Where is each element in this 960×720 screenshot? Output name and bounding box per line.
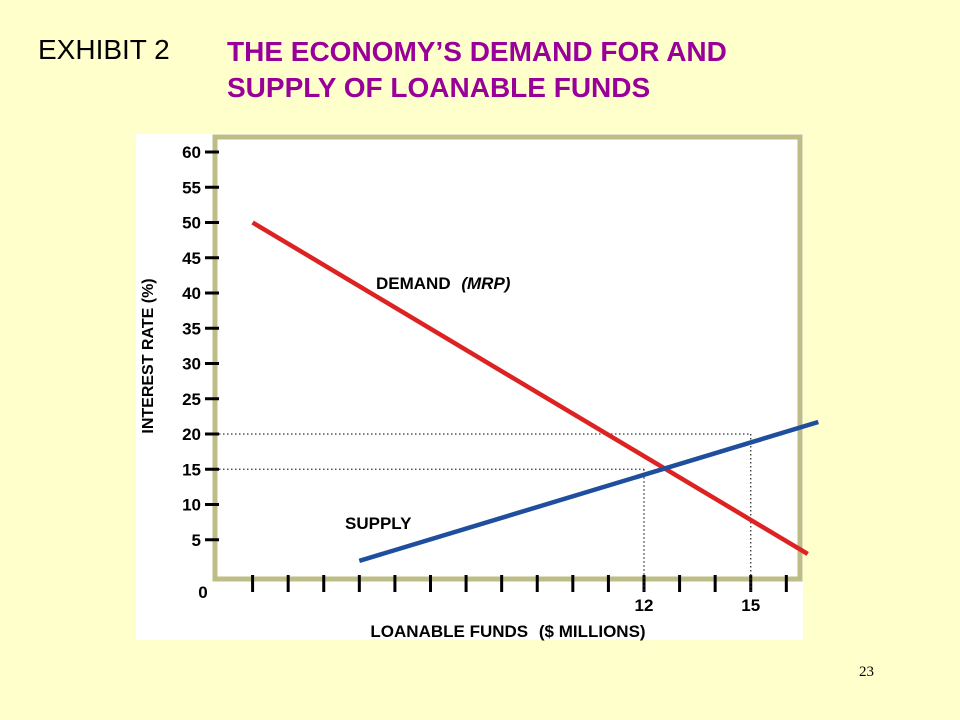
demand-curve	[251, 220, 809, 556]
reference-lines	[219, 433, 752, 591]
x-axis-ticks: 12 15	[251, 575, 788, 615]
y-tick-label-5: 5	[192, 531, 201, 550]
y-tick-label-20: 20	[182, 425, 201, 444]
chart-panel	[136, 134, 803, 640]
supply-curve-label: SUPPLY	[345, 514, 412, 533]
y-tick-label-45: 45	[182, 249, 201, 268]
demand-curve-label-suffix: (MRP)	[461, 274, 510, 293]
demand-curve-label: DEMAND (MRP)	[376, 274, 511, 293]
y-tick-label-35: 35	[182, 319, 201, 338]
x-axis-label-unit: ($ MILLIONS)	[539, 622, 646, 641]
y-axis-ticks: 5 10 15 20 25 30 35 40 45 50 55 60	[182, 143, 219, 550]
exhibit-label: EXHIBIT 2	[38, 34, 170, 65]
y-axis-label: INTEREST RATE (%)	[140, 278, 157, 433]
origin-label: 0	[198, 583, 207, 602]
x-axis-label-main: LOANABLE FUNDS	[370, 622, 528, 641]
y-tick-label-30: 30	[182, 355, 201, 374]
x-axis-label: LOANABLE FUNDS ($ MILLIONS)	[370, 622, 645, 641]
y-tick-label-25: 25	[182, 390, 201, 409]
y-tick-label-60: 60	[182, 143, 201, 162]
slide-title-line-2: SUPPLY OF LOANABLE FUNDS	[227, 72, 651, 103]
plot-frame	[212, 134, 803, 582]
y-tick-label-40: 40	[182, 284, 201, 303]
x-tick-label-12: 12	[635, 596, 654, 615]
y-tick-label-55: 55	[182, 178, 201, 197]
y-tick-label-15: 15	[182, 460, 201, 479]
y-tick-label-50: 50	[182, 214, 201, 233]
slide-title-line-1: THE ECONOMY’S DEMAND FOR AND	[227, 36, 727, 67]
demand-curve-label-name: DEMAND	[376, 274, 451, 293]
y-tick-label-10: 10	[182, 496, 201, 515]
slide-title: THE ECONOMY’S DEMAND FOR AND SUPPLY OF L…	[227, 34, 727, 106]
supply-curve	[358, 419, 819, 564]
x-tick-label-15: 15	[741, 596, 760, 615]
series-lines	[251, 220, 819, 564]
page-number: 23	[859, 664, 874, 680]
